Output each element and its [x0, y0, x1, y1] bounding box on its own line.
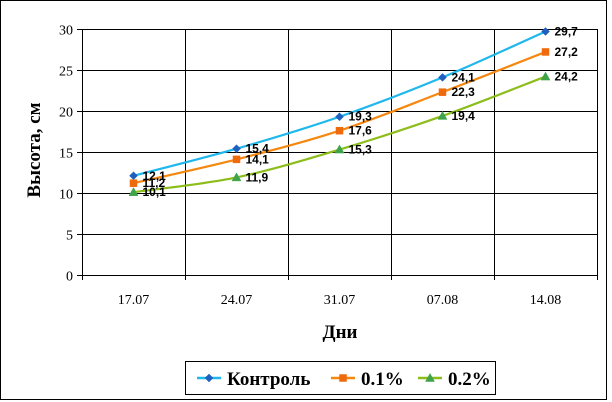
y-tick-label: 20: [59, 106, 73, 121]
label-layer: 12,1 15,4 19,3 24,1 29,7 11,2 14,1 17,6 22,3 27,2…: [143, 24, 579, 199]
x-tick-label: 14.08: [530, 293, 562, 308]
legend-item-3-swatch-marker: [425, 372, 435, 382]
legend: Контроль 0.1% 0.2%: [185, 361, 496, 395]
series-2-marker: [541, 48, 550, 56]
legend-item-1-swatch-marker: [204, 373, 214, 383]
series-1-marker: [438, 73, 447, 82]
x-tick-label: 17.07: [118, 293, 150, 308]
series-3-marker: [437, 110, 448, 120]
series-3-marker: [540, 71, 551, 81]
series-2-marker: [129, 179, 138, 187]
legend-items: Контроль 0.1% 0.2%: [197, 369, 491, 390]
legend-item-1: Контроль: [197, 369, 310, 390]
series-1-marker: [335, 112, 344, 122]
legend-item-1-label: Контроль: [227, 369, 310, 390]
legend-item-2-label: 0.1%: [361, 369, 404, 390]
y-tick-label: 30: [59, 24, 73, 39]
x-tick-label: 24.07: [221, 293, 253, 308]
series-1-data-label: 29,7: [555, 24, 579, 38]
legend-item-3-label: 0.2%: [448, 369, 491, 390]
axis-layer: 0 5 10 15 20 25 30 17.07 24.07 31.07 07.08 14.08: [59, 24, 598, 308]
series-3-marker: [128, 187, 139, 196]
series-layer: [128, 27, 551, 196]
series-2-data-label: 17,6: [349, 124, 373, 138]
y-tick-label: 25: [59, 65, 73, 80]
series-1-data-label: 15,4: [246, 142, 270, 156]
x-tick-label: 31.07: [324, 293, 356, 308]
series-3-data-label: 24,2: [555, 70, 579, 84]
y-tick-label: 0: [66, 270, 73, 285]
series-2-data-label: 14,1: [246, 152, 270, 166]
legend-item-2: 0.1%: [331, 369, 404, 390]
legend-item-2-swatch-marker: [339, 374, 347, 382]
series-3-data-label: 11,9: [246, 170, 269, 184]
series-3-data-label: 15,3: [349, 143, 373, 157]
series-1-marker: [541, 27, 550, 36]
series-2-marker: [438, 88, 447, 96]
series-1-marker: [232, 144, 241, 154]
series-1-data-label: 19,3: [349, 110, 373, 124]
y-tick-label: 5: [66, 229, 73, 244]
series-3-marker: [334, 144, 345, 154]
series-3-marker: [231, 172, 242, 182]
series-2-marker: [232, 155, 241, 164]
series-1-data-label: 12,1: [143, 169, 167, 183]
x-axis-title: Дни: [323, 322, 358, 343]
series-2-data-label: 27,2: [555, 45, 579, 59]
series-2-data-label: 22,3: [452, 85, 476, 99]
series-1-data-label: 24,1: [452, 70, 476, 84]
grid-layer: [82, 29, 598, 276]
series-2-data-label: 11,2: [143, 176, 166, 190]
y-tick-label: 10: [59, 188, 73, 203]
y-axis-title: Высота, см: [24, 102, 45, 197]
series-3-data-label: 10,1: [143, 185, 167, 199]
y-tick-label: 15: [59, 147, 73, 162]
series-2-marker: [335, 126, 344, 135]
series-3-data-label: 19,4: [452, 109, 476, 123]
x-tick-label: 07.08: [427, 293, 459, 308]
legend-item-3: 0.2%: [418, 369, 491, 390]
